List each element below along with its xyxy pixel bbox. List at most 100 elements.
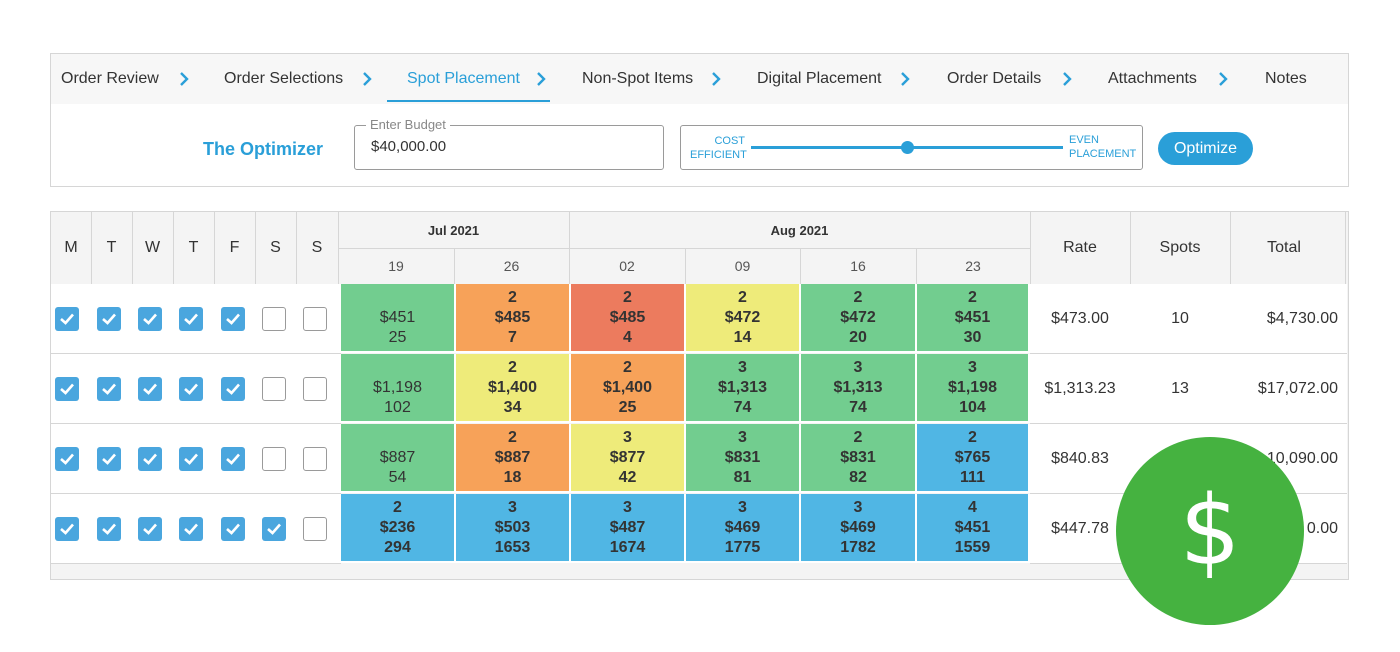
placement-cell[interactable]: 2 $831 82 — [801, 424, 917, 493]
day-checkbox-unchecked[interactable] — [262, 377, 286, 401]
day-checkbox-checked[interactable] — [221, 447, 245, 471]
checkmark-icon — [226, 313, 240, 325]
budget-input[interactable] — [371, 138, 651, 155]
day-checkbox-unchecked[interactable] — [303, 377, 327, 401]
rate-value: $1,313.23 — [1044, 379, 1116, 397]
placement-cell[interactable]: 3 $877 42 — [571, 424, 686, 493]
checkmark-icon — [60, 383, 74, 395]
cell-spots: 3 — [853, 358, 863, 376]
placement-cell[interactable]: 3 $487 1674 — [571, 494, 686, 563]
day-header-sat: S — [270, 239, 281, 256]
cell-price: $485 — [609, 308, 646, 326]
placement-cell[interactable]: 2 $1,400 34 — [456, 354, 571, 423]
day-checkbox-checked[interactable] — [179, 377, 203, 401]
day-checkbox-checked[interactable] — [138, 517, 162, 541]
cell-count: 34 — [503, 398, 522, 416]
cell-spots: 2 — [393, 498, 402, 516]
placement-cell[interactable]: 3 $831 81 — [686, 424, 801, 493]
day-checkbox-checked[interactable] — [55, 377, 79, 401]
placement-cell[interactable]: 4 $451 1559 — [917, 494, 1030, 563]
cell-spots: 3 — [508, 498, 517, 516]
tab-digital-placement[interactable]: Digital Placement — [757, 70, 882, 87]
cell-spots: 3 — [738, 498, 747, 516]
cell-price: $451 — [954, 518, 991, 536]
day-checkbox-unchecked[interactable] — [303, 307, 327, 331]
cell-count: 1775 — [724, 538, 761, 556]
cell-spots: 2 — [623, 358, 632, 376]
cell-count: 54 — [388, 468, 407, 486]
cell-price: $469 — [840, 518, 876, 536]
placement-cell[interactable]: 3 $503 1653 — [456, 494, 571, 563]
day-checkbox-checked[interactable] — [138, 447, 162, 471]
placement-cell[interactable]: 2 $887 18 — [456, 424, 571, 493]
placement-cell[interactable]: 2 $451 30 — [917, 284, 1030, 353]
day-checkbox-checked[interactable] — [97, 377, 121, 401]
tab-order-selections[interactable]: Order Selections — [224, 70, 344, 87]
day-checkbox-checked[interactable] — [221, 307, 245, 331]
placement-cell[interactable]: 2 $472 20 — [801, 284, 917, 353]
cell-spots: 3 — [623, 498, 632, 516]
day-checkbox-checked[interactable] — [55, 307, 79, 331]
chevron-right-icon — [363, 72, 372, 86]
placement-cell[interactable]: 3 $469 1775 — [686, 494, 801, 563]
placement-cell[interactable]: 3 $1,198 104 — [917, 354, 1030, 423]
tab-order-review[interactable]: Order Review — [61, 70, 159, 87]
placement-cell[interactable]: 2 $485 7 — [456, 284, 571, 353]
placement-cell[interactable]: 2 $236 294 — [341, 494, 456, 563]
placement-cell[interactable]: 2 $472 14 — [686, 284, 801, 353]
day-checkbox-checked[interactable] — [55, 517, 79, 541]
tab-attachments[interactable]: Attachments — [1108, 70, 1197, 87]
cell-count: 294 — [384, 538, 411, 556]
placement-cell[interactable]: 3 $1,313 74 — [801, 354, 917, 423]
placement-cell[interactable]: 3 $469 1782 — [801, 494, 917, 563]
checkmark-icon — [184, 523, 198, 535]
cell-count: 42 — [618, 468, 637, 486]
day-checkbox-unchecked[interactable] — [303, 447, 327, 471]
day-checkbox-checked[interactable] — [262, 517, 286, 541]
divider — [685, 248, 686, 284]
day-checkbox-checked[interactable] — [97, 447, 121, 471]
day-checkbox-checked[interactable] — [138, 307, 162, 331]
placement-cell[interactable]: 2 $1,400 25 — [571, 354, 686, 423]
placement-cell[interactable]: $1,198 102 — [341, 354, 456, 423]
cell-count: 4 — [623, 328, 632, 346]
placement-cell[interactable]: $451 25 — [341, 284, 456, 353]
day-checkbox-checked[interactable] — [221, 517, 245, 541]
day-checkbox-checked[interactable] — [179, 307, 203, 331]
day-checkbox-checked[interactable] — [97, 517, 121, 541]
budget-field[interactable]: Enter Budget — [354, 117, 664, 170]
optimize-button[interactable]: Optimize — [1158, 132, 1253, 165]
day-checkbox-checked[interactable] — [97, 307, 121, 331]
divider — [1030, 212, 1031, 284]
tab-notes[interactable]: Notes — [1265, 70, 1307, 87]
slider-left-label-line2: EFFICIENT — [690, 149, 747, 161]
placement-cell[interactable]: 3 $1,313 74 — [686, 354, 801, 423]
placement-cell[interactable]: 2 $765 111 — [917, 424, 1030, 493]
cell-price: $451 — [379, 308, 416, 326]
day-checkbox-checked[interactable] — [221, 377, 245, 401]
cell-spots: 2 — [623, 288, 632, 306]
optimization-slider[interactable]: COST EFFICIENT EVEN PLACEMENT — [680, 125, 1143, 170]
day-checkbox-unchecked[interactable] — [262, 447, 286, 471]
day-checkbox-checked[interactable] — [55, 447, 79, 471]
week-header: 23 — [965, 258, 981, 274]
cell-count: 1559 — [954, 538, 991, 556]
day-checkbox-unchecked[interactable] — [262, 307, 286, 331]
tab-order-details[interactable]: Order Details — [947, 70, 1042, 87]
divider — [91, 212, 92, 284]
total-value: 0.00 — [1306, 519, 1338, 537]
cell-spots: 2 — [508, 358, 517, 376]
divider — [1130, 212, 1131, 284]
cell-spots: 4 — [968, 498, 977, 516]
divider — [51, 353, 341, 354]
tab-spot-placement[interactable]: Spot Placement — [387, 54, 550, 104]
day-checkbox-checked[interactable] — [179, 517, 203, 541]
cell-spots: 2 — [853, 428, 863, 446]
day-checkbox-checked[interactable] — [138, 377, 162, 401]
day-checkbox-unchecked[interactable] — [303, 517, 327, 541]
day-checkbox-checked[interactable] — [179, 447, 203, 471]
placement-cell[interactable]: 2 $485 4 — [571, 284, 686, 353]
placement-cell[interactable]: $887 54 — [341, 424, 456, 493]
tab-non-spot-items[interactable]: Non-Spot Items — [582, 70, 694, 87]
slider-thumb[interactable] — [901, 141, 914, 154]
